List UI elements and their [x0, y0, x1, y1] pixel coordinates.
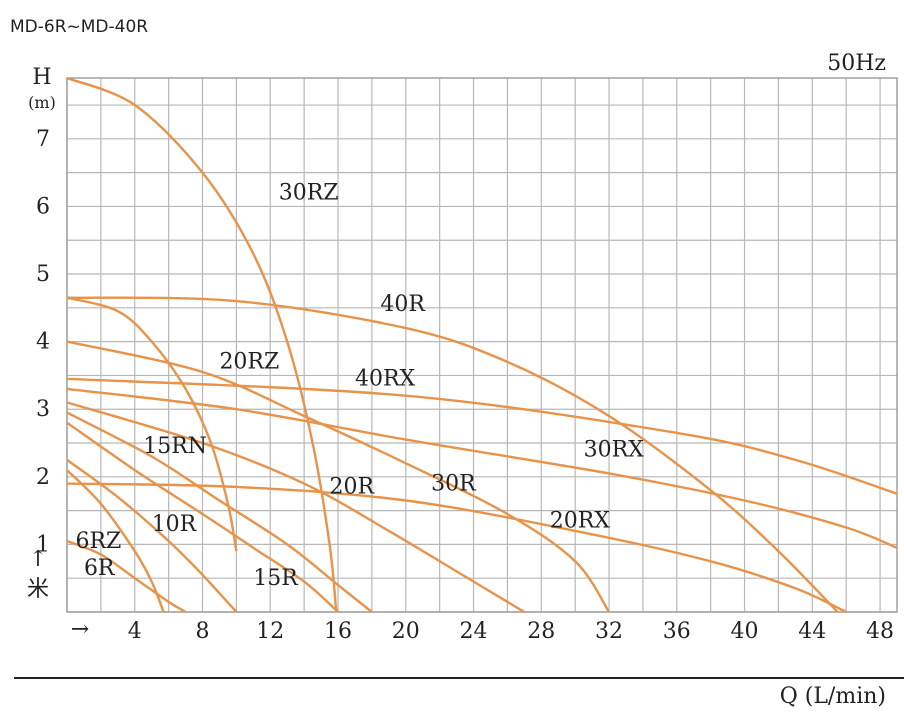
y-axis-label: H — [32, 65, 51, 90]
curve-label-30r: 30R — [431, 471, 477, 496]
curve-label-15r: 15R — [253, 566, 299, 591]
y-tick-label: 5 — [36, 262, 50, 287]
y-tick-label: 1 — [36, 532, 50, 557]
x-tick-label: 20 — [392, 619, 420, 644]
curve-label-6rz: 6RZ — [75, 529, 121, 554]
x-tick-label: 40 — [731, 619, 759, 644]
y-tick-label: 7 — [36, 127, 50, 152]
curve-label-15rn: 15RN — [143, 434, 207, 459]
curve-label-20r: 20R — [330, 475, 376, 500]
y-tick-label: 4 — [36, 330, 50, 355]
curve-label-40rx: 40RX — [355, 367, 416, 392]
curve-labels: 30RZ 40R 20RZ 40RX 30RX 20RX 30R 20R 15RN 15R 10R 6… — [75, 181, 644, 591]
curve-20r — [66, 401, 525, 614]
y-tick-label: 6 — [36, 194, 50, 219]
x-tick-label: 48 — [866, 619, 894, 644]
x-tick-label: 28 — [527, 619, 555, 644]
x-axis-label: Q (L/min) — [780, 684, 886, 709]
y-axis-alt-label: 米 — [27, 577, 49, 602]
y-tick-label: 3 — [36, 397, 50, 422]
y-axis-arrow: ↑ — [29, 547, 47, 572]
curve-label-30rz: 30RZ — [279, 181, 339, 206]
x-tick-label: 8 — [196, 619, 210, 644]
curve-10r — [66, 458, 238, 613]
curve-label-30rx: 30RX — [584, 438, 645, 463]
x-tick-label: 16 — [324, 619, 352, 644]
x-axis-arrow: → — [71, 617, 89, 642]
grid — [66, 77, 898, 613]
frequency-label: 50Hz — [827, 51, 886, 76]
y-axis-unit: (m) — [28, 93, 56, 112]
curve-6r — [66, 539, 187, 614]
curve-30r — [66, 340, 611, 613]
x-axis-ticks: 4 8 12 16 20 24 28 32 36 40 44 48 — [128, 619, 894, 644]
x-tick-label: 36 — [663, 619, 691, 644]
y-axis-ticks: 1 2 3 4 5 6 7 — [36, 127, 50, 558]
curve-15rn — [66, 411, 373, 613]
x-tick-label: 12 — [256, 619, 284, 644]
curve-label-20rx: 20RX — [550, 509, 611, 534]
plot-frame — [66, 77, 898, 613]
curve-40rx — [66, 377, 898, 495]
x-tick-label: 32 — [595, 619, 623, 644]
curves — [66, 76, 898, 614]
curve-30rx — [66, 387, 898, 549]
x-tick-label: 4 — [128, 619, 142, 644]
curve-6rz — [66, 469, 165, 613]
curve-label-40r: 40R — [380, 292, 426, 317]
x-tick-label: 44 — [798, 619, 826, 644]
curve-label-20rz: 20RZ — [219, 350, 279, 375]
x-tick-label: 24 — [460, 619, 488, 644]
curve-15r — [66, 421, 339, 613]
curve-label-6r: 6R — [84, 556, 116, 581]
curve-20rz — [66, 296, 238, 552]
curve-label-10r: 10R — [152, 512, 198, 537]
model-range-header: MD-6R~MD-40R — [10, 17, 148, 37]
curve-40r — [66, 296, 839, 613]
y-tick-label: 2 — [36, 465, 50, 490]
